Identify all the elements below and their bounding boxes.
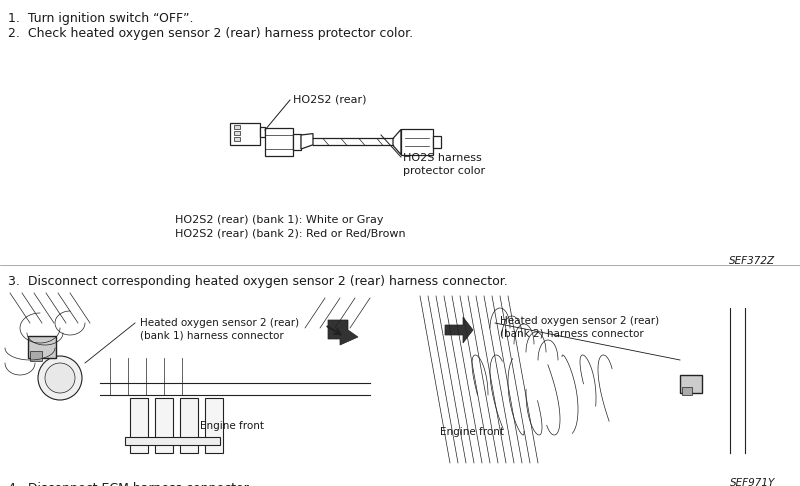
FancyBboxPatch shape [130, 398, 148, 453]
Bar [28, 336, 56, 358]
Bar [234, 131, 240, 135]
Text: SEF971Y: SEF971Y [730, 478, 775, 486]
Bar [234, 125, 240, 129]
FancyBboxPatch shape [265, 128, 293, 156]
Bar [10, 288, 380, 473]
Text: Heated oxygen sensor 2 (rear)
(bank 2) harness connector: Heated oxygen sensor 2 (rear) (bank 2) h… [500, 316, 659, 338]
Text: HO2S harness
protector color: HO2S harness protector color [403, 153, 485, 176]
Bar [680, 375, 702, 393]
FancyBboxPatch shape [180, 398, 198, 453]
Bar [293, 134, 301, 150]
Polygon shape [393, 129, 401, 155]
Text: Heated oxygen sensor 2 (rear)
(bank 1) harness connector: Heated oxygen sensor 2 (rear) (bank 1) h… [140, 318, 299, 340]
Bar [125, 437, 220, 445]
FancyBboxPatch shape [155, 398, 173, 453]
Circle shape [38, 356, 82, 400]
Text: 1.  Turn ignition switch “OFF”.: 1. Turn ignition switch “OFF”. [8, 12, 194, 25]
Text: Engine front: Engine front [200, 421, 264, 431]
Bar [433, 136, 441, 148]
Bar [30, 351, 42, 361]
Bar [682, 387, 692, 395]
Text: Engine front: Engine front [440, 427, 504, 437]
Text: SEF372Z: SEF372Z [729, 256, 775, 266]
Text: HO2S2 (rear) (bank 1): White or Gray: HO2S2 (rear) (bank 1): White or Gray [175, 215, 383, 225]
Text: 3.  Disconnect corresponding heated oxygen sensor 2 (rear) harness connector.: 3. Disconnect corresponding heated oxyge… [8, 275, 508, 288]
Polygon shape [445, 317, 473, 343]
Circle shape [45, 363, 75, 393]
Polygon shape [301, 134, 313, 149]
Bar [420, 288, 760, 473]
FancyBboxPatch shape [230, 123, 260, 145]
Text: 4.  Disconnect ECM harness connector.: 4. Disconnect ECM harness connector. [8, 482, 252, 486]
Bar [401, 129, 433, 155]
Text: HO2S2 (rear): HO2S2 (rear) [293, 95, 366, 105]
Polygon shape [328, 320, 358, 345]
Bar [234, 137, 240, 141]
Bar [260, 127, 265, 137]
Text: HO2S2 (rear) (bank 2): Red or Red/Brown: HO2S2 (rear) (bank 2): Red or Red/Brown [175, 229, 406, 239]
FancyBboxPatch shape [205, 398, 223, 453]
Text: 2.  Check heated oxygen sensor 2 (rear) harness protector color.: 2. Check heated oxygen sensor 2 (rear) h… [8, 27, 413, 40]
